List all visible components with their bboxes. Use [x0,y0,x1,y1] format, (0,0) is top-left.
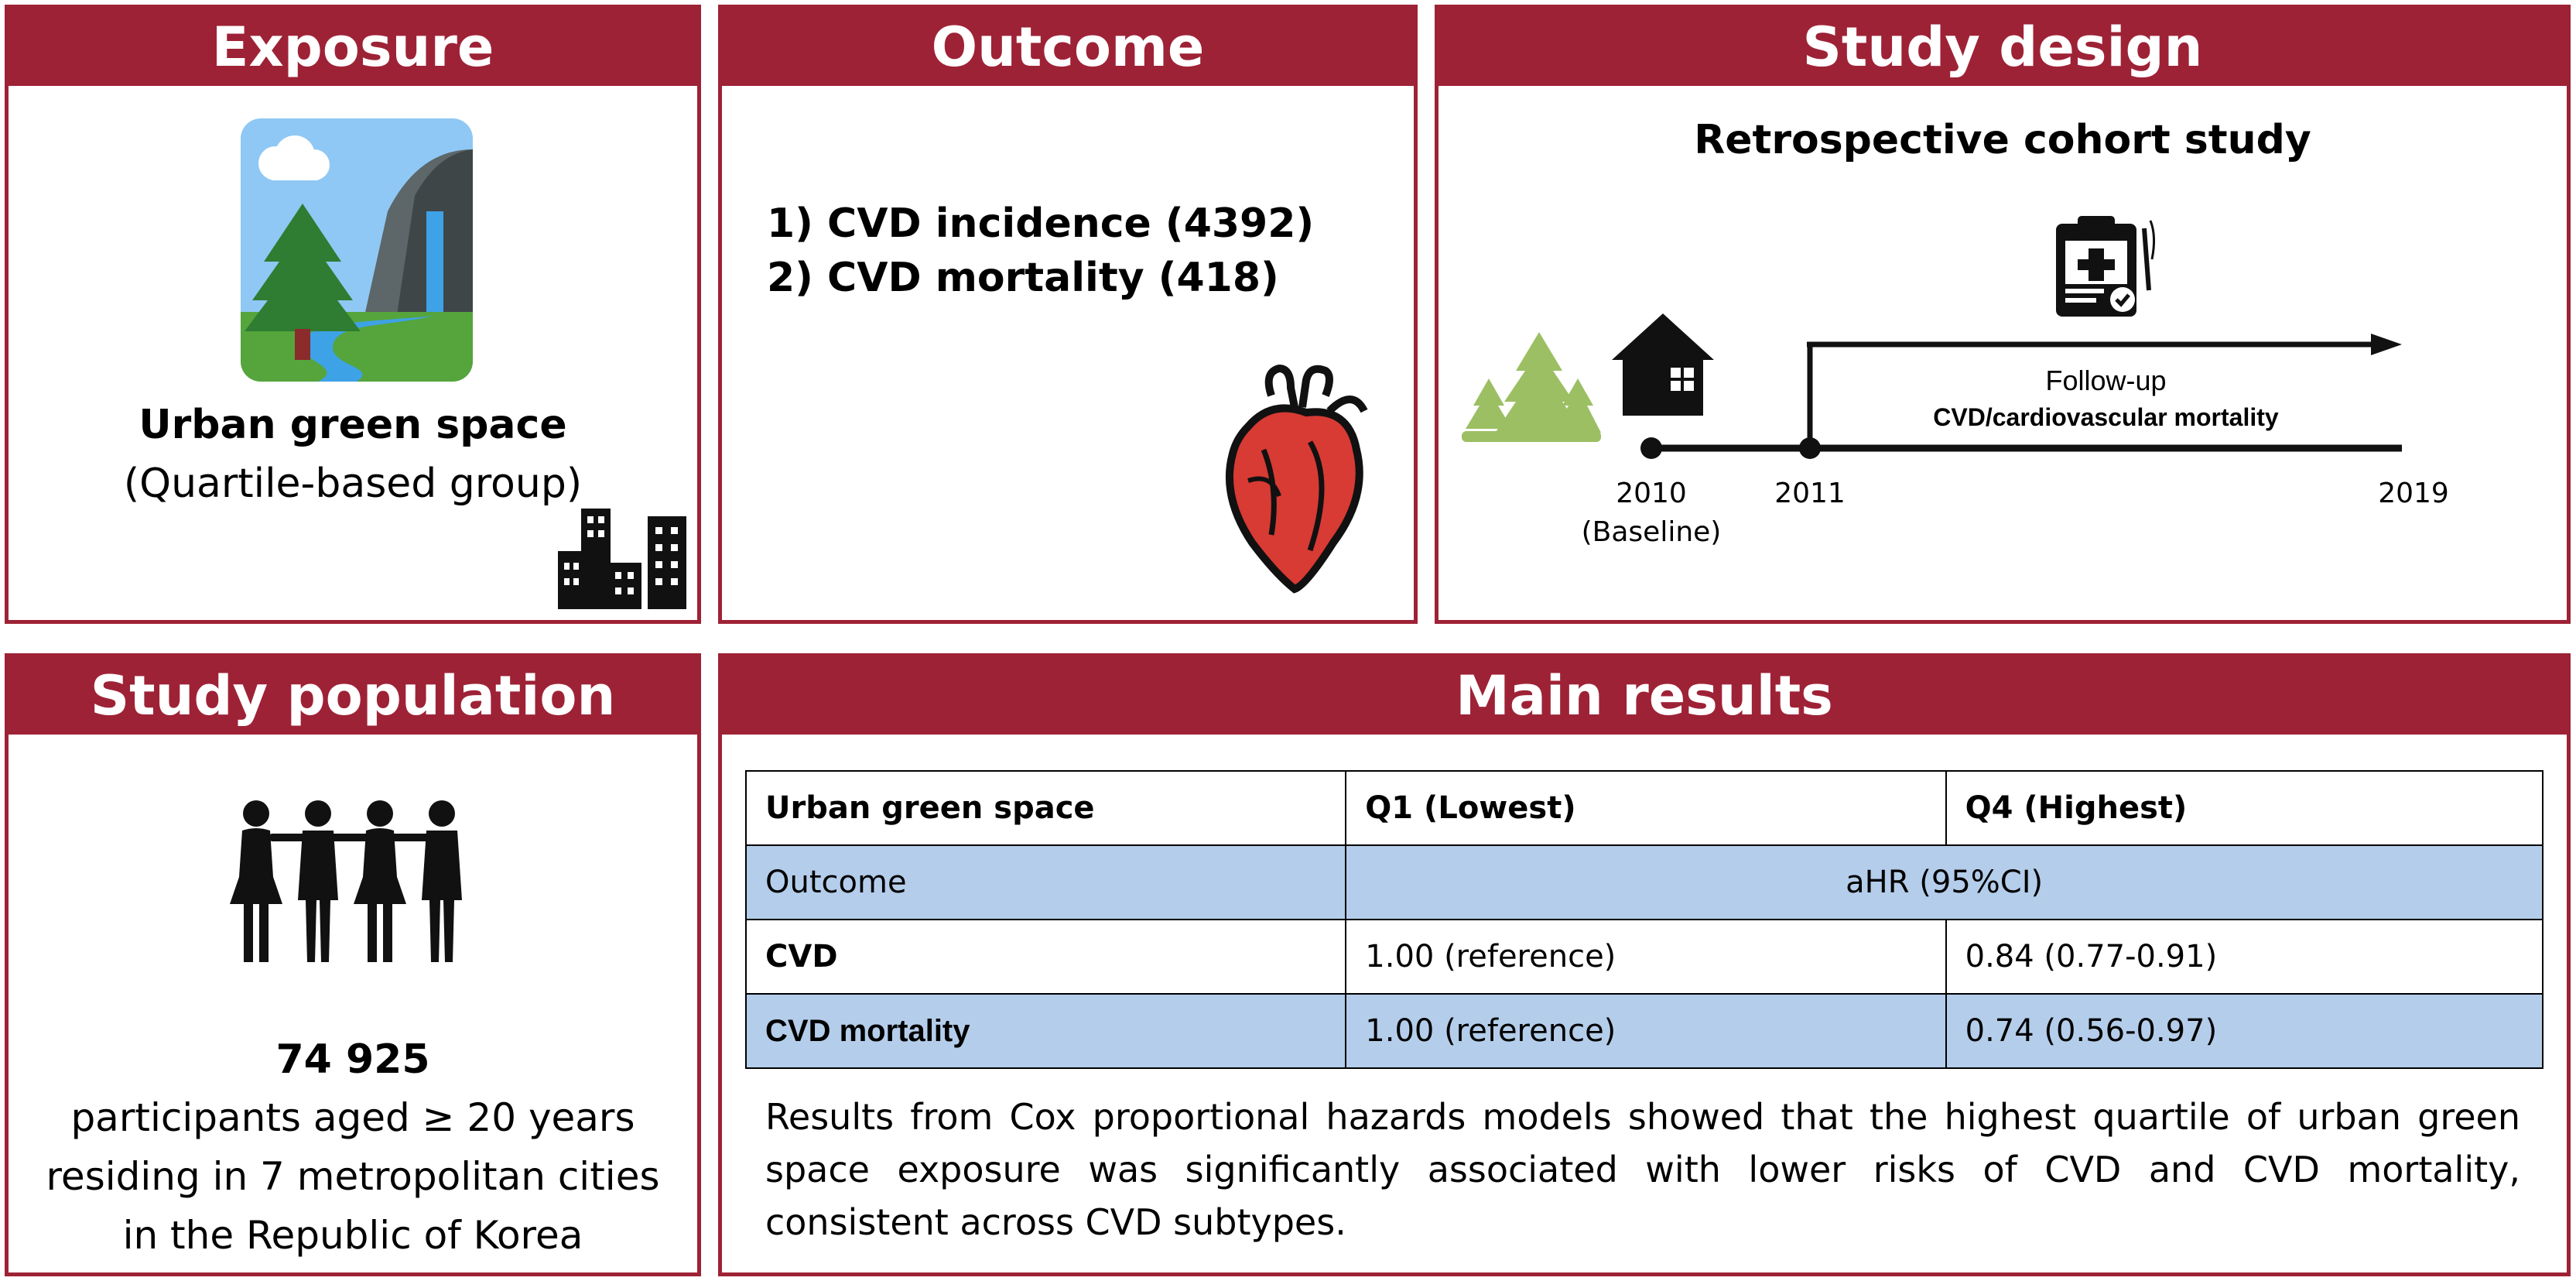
population-line-3: in the Republic of Korea [122,1213,583,1258]
exposure-panel: Exposure Urban green space (Quartile-bas… [5,5,701,624]
table-cell: 1.00 (reference) [1345,993,1947,1069]
medical-clipboard-icon [2056,216,2156,317]
study-timeline [1640,334,2402,459]
timeline-baseline: (Baseline) [1581,516,1722,548]
outcome-header: Outcome [722,9,1414,86]
exposure-subtitle: (Quartile-based group) [123,461,583,507]
main-results-header: Main results [722,657,2567,735]
table-cell: CVD [744,919,1347,995]
table-head-cell: Q4 (Highest) [1945,770,2544,846]
heart-icon [1225,365,1368,594]
population-count: 74 925 [275,1036,430,1083]
population-line-1: participants aged ≥ 20 years [70,1095,635,1140]
city-buildings-icon [558,509,686,609]
house-icon [1612,313,1714,416]
population-line-2: residing in 7 metropolitan cities [46,1154,660,1199]
table-cell: aHR (95%CI) [1345,844,2544,920]
main-results-panel: Main results Urban green space Q1 (Lowes… [718,653,2571,1276]
table-head-cell: Urban green space [744,770,1347,846]
table-cell: Outcome [744,844,1347,920]
timeline-2011: 2011 [1774,478,1846,509]
outcome-item-1: 1) CVD incidence (4392) [767,200,1315,247]
outcome-item-2: 2) CVD mortality (418) [767,255,1279,301]
table-cell: CVD mortality [744,993,1347,1069]
table-row: CVD mortality 1.00 (reference) 0.74 (0.5… [744,993,2544,1069]
people-icon [230,800,462,962]
study-design-title: Retrospective cohort study [1694,117,2311,163]
study-population-panel: Study population 74 925 participants age… [5,653,701,1276]
timeline-2010: 2010 [1616,478,1687,509]
exposure-header: Exposure [9,9,697,86]
table-cell: 0.74 (0.56-0.97) [1945,993,2544,1069]
study-design-panel: Study design Retrospective cohort study … [1435,5,2571,624]
table-header-row: Urban green space Q1 (Lowest) Q4 (Highes… [744,770,2544,846]
outcome-panel: Outcome 1) CVD incidence (4392) 2) CVD m… [718,5,1418,624]
table-head-cell: Q1 (Lowest) [1345,770,1947,846]
table-cell: 1.00 (reference) [1345,919,1947,995]
timeline-2019: 2019 [2378,478,2449,509]
nature-landscape-icon [241,118,473,382]
followup-detail: CVD/cardiovascular mortality [1933,403,2279,431]
trees-icon [1462,332,1601,442]
study-population-header: Study population [9,657,697,735]
table-row: CVD 1.00 (reference) 0.84 (0.77-0.91) [744,919,2544,995]
table-cell: 0.84 (0.77-0.91) [1945,919,2544,995]
exposure-title: Urban green space [139,402,567,448]
results-summary: Results from Cox proportional hazards mo… [765,1096,2520,1243]
results-table: Urban green space Q1 (Lowest) Q4 (Highes… [744,770,2544,1069]
followup-label: Follow-up [2045,365,2167,396]
table-row: Outcome aHR (95%CI) [744,844,2544,920]
study-design-header: Study design [1439,9,2567,86]
